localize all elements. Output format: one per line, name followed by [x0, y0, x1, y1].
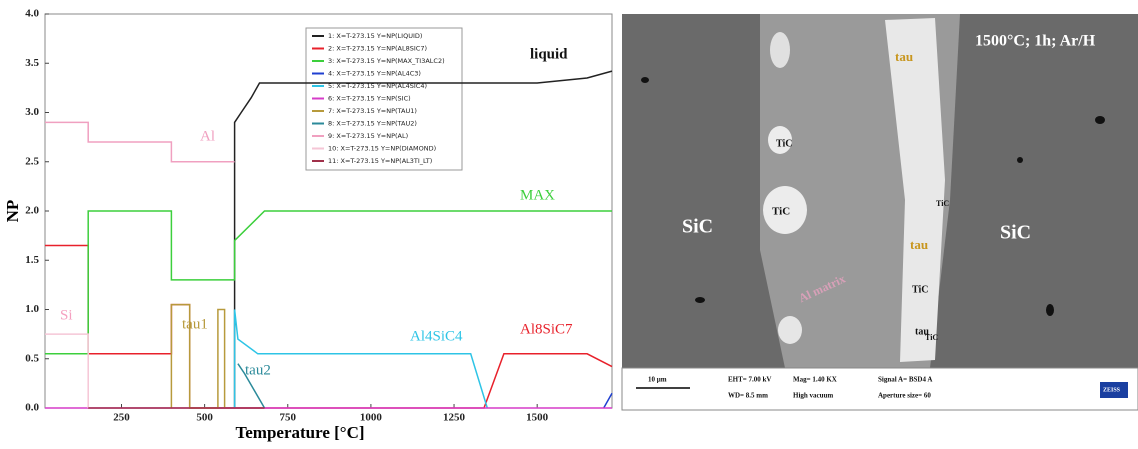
info-bar [622, 368, 1138, 410]
legend-label: 8: X=T-273.15 Y=NP(TAU2) [328, 120, 417, 128]
info-text: Signal A= BSD4 A [878, 376, 932, 384]
sem-label: tau [910, 237, 928, 252]
legend-label: 4: X=T-273.15 Y=NP(AL4C3) [328, 70, 421, 78]
info-text: ZEISS [1103, 387, 1121, 393]
y-tick-label: 2.0 [25, 205, 39, 217]
info-text: 10 μm [648, 376, 667, 384]
annotation: Si [60, 307, 73, 323]
annotation: tau1 [182, 316, 208, 332]
legend-label: 11: X=T-273.15 Y=NP(AL3TI_LT) [328, 157, 432, 165]
pore [1046, 304, 1054, 316]
sem-label: TiC [912, 284, 929, 295]
y-tick-label: 0.5 [25, 352, 39, 364]
pore [641, 77, 649, 83]
y-tick-label: 1.0 [25, 303, 39, 315]
annotation: Al8SiC7 [520, 321, 573, 337]
tic-grain [770, 32, 790, 68]
legend-label: 6: X=T-273.15 Y=NP(SIC) [328, 95, 411, 103]
y-tick-label: 4.0 [25, 8, 39, 20]
legend-label: 10: X=T-273.15 Y=NP(DIAMOND) [328, 145, 436, 153]
annotation: Al [200, 128, 215, 144]
legend-label: 5: X=T-273.15 Y=NP(AL4SIC4) [328, 82, 427, 90]
x-tick-label: 1000 [360, 412, 383, 424]
x-axis-label: Temperature [°C] [235, 423, 364, 442]
legend-label: 9: X=T-273.15 Y=NP(AL) [328, 132, 408, 140]
figure: NP Temperature [°C] 1500°C; 1h; Ar/H SiC S… [0, 0, 1138, 444]
x-tick-label: 750 [280, 412, 297, 424]
info-text: Mag= 1.40 KX [793, 376, 837, 384]
sem-label: TiC [776, 138, 793, 149]
pore [1017, 157, 1023, 163]
legend-label: 7: X=T-273.15 Y=NP(TAU1) [328, 107, 417, 115]
legend-label: 3: X=T-273.15 Y=NP(MAX_TI3ALC2) [328, 57, 445, 65]
y-tick-label: 2.5 [25, 155, 39, 167]
tic-grain [778, 316, 802, 344]
annotation: tau2 [245, 362, 271, 378]
x-tick-label: 500 [196, 412, 213, 424]
annotation: liquid [530, 46, 568, 62]
y-tick-label: 3.0 [25, 106, 39, 118]
x-tick-label: 250 [113, 412, 130, 424]
y-tick-label: 3.5 [25, 57, 39, 69]
pore [1095, 116, 1105, 124]
legend-label: 1: X=T-273.15 Y=NP(LIQUID) [328, 32, 422, 40]
pore [695, 297, 705, 303]
x-tick-label: 1500 [526, 412, 549, 424]
sem-label: TiC [772, 206, 790, 218]
info-text: High vacuum [793, 392, 833, 400]
info-text: Aperture size= 60 [878, 392, 931, 400]
info-text: EHT= 7.00 kV [728, 376, 771, 384]
sem-label: tau [895, 49, 913, 64]
x-tick-label: 1250 [443, 412, 466, 424]
y-tick-label: 0.0 [25, 402, 39, 414]
sem-label: SiC [682, 216, 713, 238]
sem-label: TiC [925, 333, 938, 342]
annotation: MAX [520, 187, 555, 203]
sem-label: TiC [936, 199, 949, 208]
sem-label: SiC [1000, 222, 1031, 244]
annotation: Al4SiC4 [410, 328, 463, 344]
info-text: WD= 8.5 mm [728, 392, 768, 400]
legend-label: 2: X=T-273.15 Y=NP(AL8SIC7) [328, 45, 427, 53]
y-axis-label: NP [3, 200, 22, 223]
sem-caption: 1500°C; 1h; Ar/H [975, 33, 1096, 50]
y-tick-label: 1.5 [25, 254, 39, 266]
